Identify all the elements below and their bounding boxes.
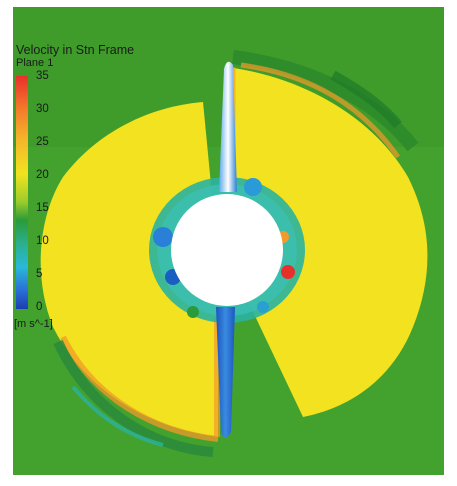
contour-field [13,7,444,475]
hub [171,194,283,306]
blade-upper [219,61,237,192]
legend-tick: 5 [36,268,43,280]
legend-tick: 35 [36,70,49,82]
velocity-contour-plot: Velocity in Stn Frame Plane 1 35 30 25 2… [13,7,444,475]
legend-tick: 15 [36,202,49,214]
legend-title: Velocity in Stn Frame [16,43,135,57]
color-bar [16,76,28,309]
wake-region-left [40,102,218,437]
blade-lower [216,307,235,438]
legend-tick: 10 [36,235,49,247]
legend-tick: 30 [36,103,49,115]
legend-tick: 25 [36,136,49,148]
legend-unit: [m s^-1] [14,318,53,330]
legend-tick: 0 [36,301,43,313]
legend-subtitle: Plane 1 [16,57,54,69]
legend-tick: 20 [36,169,49,181]
color-legend: Velocity in Stn Frame Plane 1 35 30 25 2… [14,25,134,330]
wake-region-right [227,67,428,417]
